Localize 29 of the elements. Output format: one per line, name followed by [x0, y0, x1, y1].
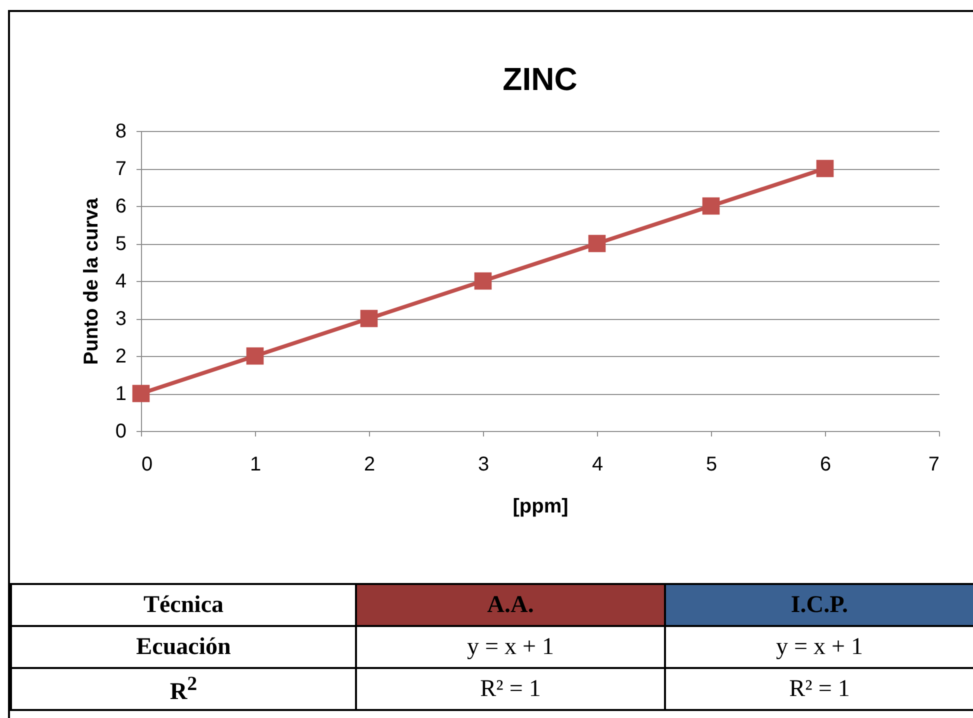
text: R² = 1 — [665, 668, 973, 710]
y-tick-label: 0 — [115, 420, 126, 442]
x-tick-label: 2 — [364, 454, 376, 476]
y-tick-label: 4 — [115, 270, 126, 292]
y-tick-label: 3 — [115, 308, 126, 330]
y-tick-label: 6 — [115, 196, 126, 218]
text: A.A. — [356, 584, 665, 626]
x-tick-label: 5 — [706, 454, 718, 476]
text: y = x + 1 — [665, 626, 973, 668]
x-tick-label: 6 — [820, 454, 832, 476]
x-axis-title: [ppm] — [512, 496, 568, 518]
y-tick-label: 1 — [115, 383, 126, 405]
y-tick-label: 5 — [115, 233, 126, 255]
x-tick-label: 1 — [250, 454, 262, 476]
y-tick-label: 8 — [115, 120, 126, 142]
text: Ecuación — [11, 626, 356, 668]
y-tick-label: 2 — [115, 346, 126, 368]
text: y = x + 1 — [356, 626, 665, 668]
x-tick-label: 3 — [478, 454, 490, 476]
text: R² = 1 — [356, 668, 665, 710]
text: Técnica — [11, 584, 356, 626]
x-tick-label: 0 — [142, 454, 153, 476]
x-tick-label: 4 — [592, 454, 604, 476]
y-tick-label: 7 — [115, 158, 126, 180]
text: R$^{2}$ — [11, 668, 356, 710]
y-axis-title: Punto de la curva — [80, 197, 102, 365]
text: I.C.P. — [665, 584, 973, 626]
x-tick-label: 7 — [928, 454, 940, 476]
chart-title: ZINC — [502, 61, 578, 97]
